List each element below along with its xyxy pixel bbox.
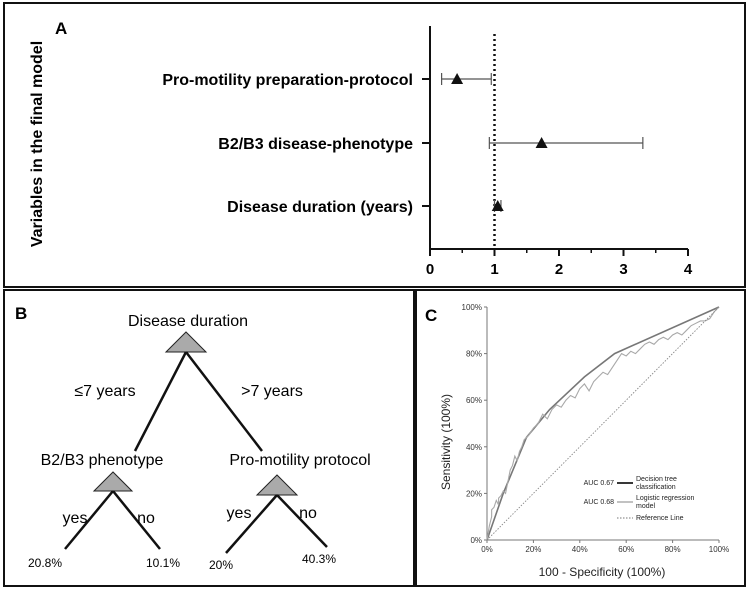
y-axis-label: Variables in the final model [29,41,46,247]
right-yes-label: yes [227,505,252,522]
x-tick-label: 1 [490,261,498,278]
x-tick-label: 40% [572,545,588,554]
row-label: B2/B3 disease-phenotype [218,136,413,153]
forest-plot: A Variables in the final model Pro-motil… [29,19,693,278]
right-branch-label: >7 years [241,383,303,400]
x-tick-label: 4 [684,261,693,278]
y-tick-label: 0% [470,536,482,545]
right-yes-branch [225,494,278,554]
left-yes-label: yes [63,510,88,527]
left-no-branch [112,490,161,550]
legend-label-2: Reference Line [636,515,684,522]
x-axis-label: 100 - Specificity (100%) [539,565,666,579]
right-no-branch [276,494,328,548]
legend-label-0: Decision tree classification [636,476,677,491]
leaf-4: 40.3% [302,552,336,566]
y-tick-label: 80% [466,350,482,359]
right-no-label: no [299,505,317,522]
root-node-label: Disease duration [128,313,248,330]
leaf-1: 20.8% [28,556,62,570]
roc-chart: C Sensitivity (100%) 100 - Specificity (… [425,303,729,579]
x-tick-label: 20% [525,545,541,554]
right-node-label: Pro-motility protocol [229,452,370,469]
roc-series-1 [486,306,720,541]
x-tick-label: 2 [555,261,563,278]
left-no-label: no [137,510,155,527]
estimate-marker [535,137,548,148]
row-label: Pro-motility preparation-protocol [162,72,413,89]
x-tick-label: 3 [619,261,627,278]
y-tick-label: 100% [462,303,482,312]
panel-c-roc-curve: C Sensitivity (100%) 100 - Specificity (… [415,289,746,587]
branch-right [185,351,263,452]
y-axis-label: Sensitivity (100%) [439,394,453,490]
legend-auc-1: AUC 0.68 [584,499,614,506]
estimate-marker [451,73,464,84]
y-tick-label: 20% [466,489,482,498]
legend-auc-0: AUC 0.67 [584,480,614,487]
legend-label-1: Logistic regression model [636,495,694,510]
x-tick-label: 0 [426,261,434,278]
panel-b-decision-tree: B Disease duration ≤7 years >7 years B2/… [3,289,415,587]
x-tick-label: 60% [618,545,634,554]
root-node-triangle [164,331,208,353]
x-tick-label: 80% [665,545,681,554]
right-node-triangle [255,474,299,496]
x-tick-label: 100% [709,545,729,554]
left-node-triangle [92,471,134,492]
roc-series-0 [486,306,720,541]
panel-c-label: C [425,306,437,325]
y-tick-label: 60% [466,396,482,405]
panel-b-label: B [15,304,27,323]
roc-series-2 [486,306,720,541]
row-label: Disease duration (years) [227,199,413,216]
branch-left [133,351,188,452]
panel-a-label: A [55,19,67,38]
left-yes-branch [64,490,114,550]
left-node-label: B2/B3 phenotype [41,452,164,469]
estimate-marker [491,200,504,211]
left-branch-label: ≤7 years [74,383,135,400]
leaf-3: 20% [209,558,233,572]
y-tick-label: 40% [466,443,482,452]
x-tick-label: 0% [481,545,493,554]
decision-tree: B Disease duration ≤7 years >7 years B2/… [15,304,371,572]
panel-a-forest-plot: A Variables in the final model Pro-motil… [3,2,746,288]
leaf-2: 10.1% [146,556,180,570]
